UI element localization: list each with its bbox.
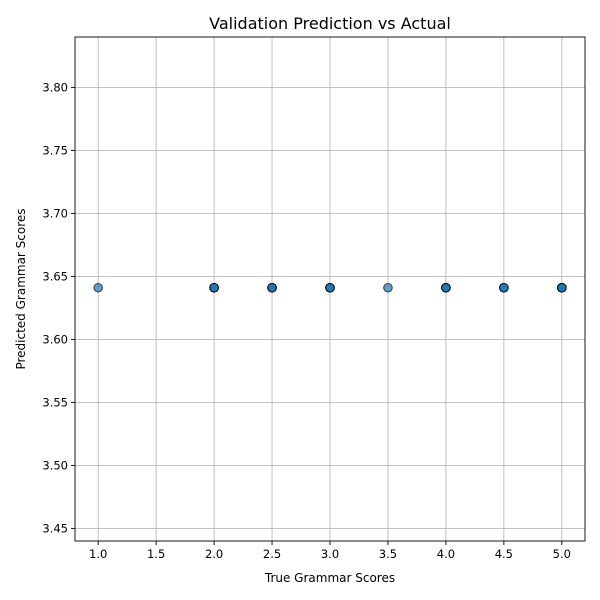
x-tick-label: 4.0 (437, 547, 455, 561)
data-points (93, 282, 567, 293)
y-tick-label: 3.60 (42, 332, 68, 346)
y-tick-label: 3.55 (42, 395, 68, 409)
x-tick-label: 2.0 (205, 547, 223, 561)
x-tick-label: 1.0 (89, 547, 107, 561)
data-point (441, 282, 451, 293)
x-axis-ticks: 1.0 1.5 2.0 2.5 3.0 3.5 4.0 4.5 5.0 (89, 541, 571, 561)
y-tick-label: 3.80 (42, 80, 68, 94)
data-point (383, 282, 393, 293)
y-tick-label: 3.65 (42, 269, 68, 283)
x-tick-label: 4.5 (495, 547, 513, 561)
y-axis-label: Predicted Grammar Scores (14, 208, 28, 369)
data-point (325, 282, 335, 293)
y-tick-label: 3.50 (42, 458, 68, 472)
data-point (557, 282, 567, 293)
chart-title: Validation Prediction vs Actual (209, 14, 451, 33)
x-tick-label: 3.5 (379, 547, 397, 561)
y-tick-label: 3.75 (42, 143, 68, 157)
x-axis-label: True Grammar Scores (264, 571, 395, 585)
y-tick-label: 3.70 (42, 206, 68, 220)
data-point (267, 282, 277, 293)
y-axis-ticks: 3.45 3.50 3.55 3.60 3.65 3.70 3.75 3.80 (42, 80, 75, 535)
y-tick-label: 3.45 (42, 521, 68, 535)
data-point (209, 282, 219, 293)
x-tick-label: 1.5 (147, 547, 165, 561)
data-point (93, 282, 103, 293)
x-tick-label: 5.0 (553, 547, 571, 561)
data-point (499, 282, 509, 293)
x-tick-label: 2.5 (263, 547, 281, 561)
x-tick-label: 3.0 (321, 547, 339, 561)
